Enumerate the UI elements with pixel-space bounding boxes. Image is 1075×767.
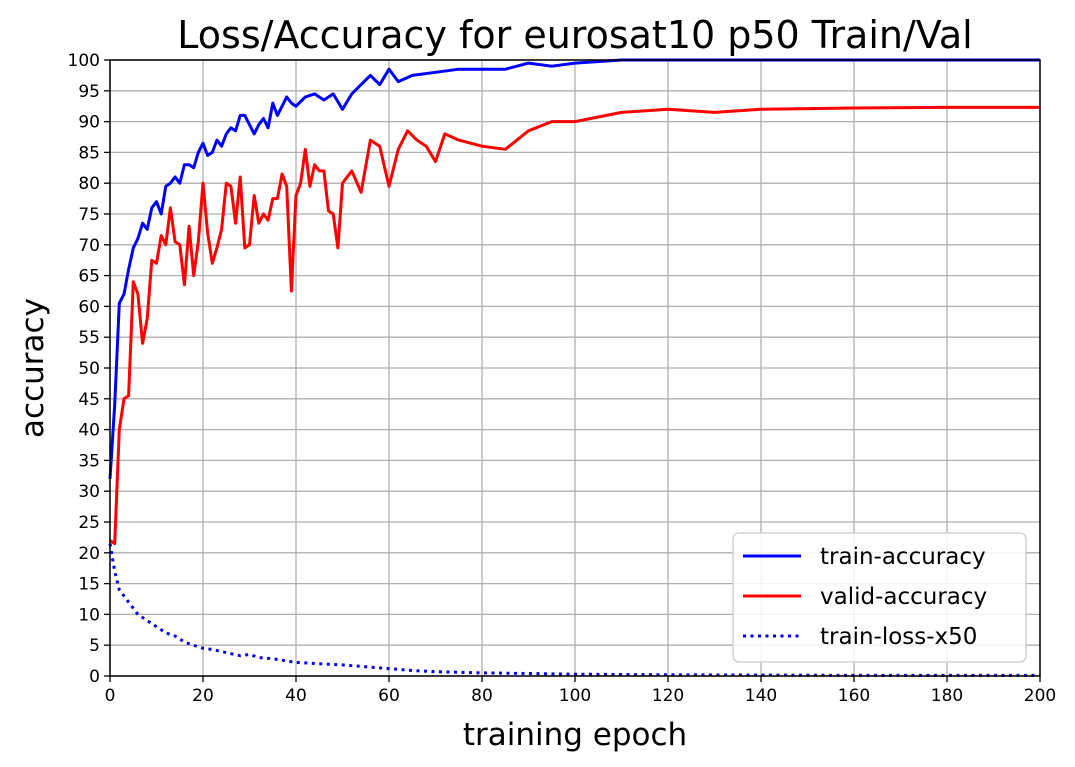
legend-box [732, 532, 1027, 663]
y-tick-label: 35 [78, 451, 100, 471]
x-axis-ticks: 0 20 40 60 80 100 120 140 160 180 200 [105, 676, 1056, 706]
legend: train-accuracy valid-accuracy train-loss… [732, 532, 1027, 663]
x-axis-label: training epoch [463, 717, 687, 753]
y-tick-label: 75 [78, 205, 100, 225]
y-tick-label: 40 [78, 421, 100, 441]
series-layer [108, 58, 1040, 677]
y-tick-label: 50 [78, 359, 100, 379]
x-tick-label: 80 [471, 686, 493, 706]
y-tick-label: 10 [78, 605, 100, 625]
y-tick-label: 85 [78, 143, 100, 163]
x-tick-label: 120 [652, 686, 684, 706]
y-tick-label: 55 [78, 328, 100, 348]
series-line-train-loss-x50 [108, 543, 1040, 677]
y-tick-label: 70 [78, 236, 100, 256]
legend-label-train-loss-x50: train-loss-x50 [820, 624, 977, 650]
legend-label-train-accuracy: train-accuracy [820, 544, 986, 570]
x-tick-label: 160 [838, 686, 870, 706]
x-tick-label: 140 [745, 686, 777, 706]
y-axis-ticks: 0 5 10 15 20 25 30 35 40 45 50 55 60 65 70 75 80 85 90 95 10… [68, 51, 110, 687]
x-tick-label: 20 [192, 686, 214, 706]
y-tick-label: 25 [78, 513, 100, 533]
y-tick-label: 15 [78, 575, 100, 595]
y-tick-label: 60 [78, 297, 100, 317]
x-tick-label: 60 [378, 686, 400, 706]
y-tick-label: 80 [78, 174, 100, 194]
x-tick-label: 180 [931, 686, 963, 706]
y-tick-label: 0 [89, 667, 100, 687]
y-tick-label: 20 [78, 544, 100, 564]
x-tick-label: 100 [559, 686, 591, 706]
x-tick-label: 200 [1024, 686, 1056, 706]
legend-label-valid-accuracy: valid-accuracy [820, 584, 987, 610]
y-tick-label: 100 [68, 51, 100, 71]
y-tick-label: 30 [78, 482, 100, 502]
y-tick-label: 5 [89, 636, 100, 656]
y-tick-label: 45 [78, 390, 100, 410]
series-line-valid-accuracy [109, 105, 1040, 546]
y-tick-label: 90 [78, 113, 100, 133]
y-axis-label: accuracy [15, 298, 51, 438]
y-tick-label: 65 [78, 267, 100, 287]
x-tick-label: 40 [285, 686, 307, 706]
chart-title: Loss/Accuracy for eurosat10 p50 Train/Va… [177, 13, 972, 57]
series-line-train-accuracy [108, 58, 1040, 479]
x-tick-label: 0 [105, 686, 116, 706]
y-tick-label: 95 [78, 82, 100, 102]
